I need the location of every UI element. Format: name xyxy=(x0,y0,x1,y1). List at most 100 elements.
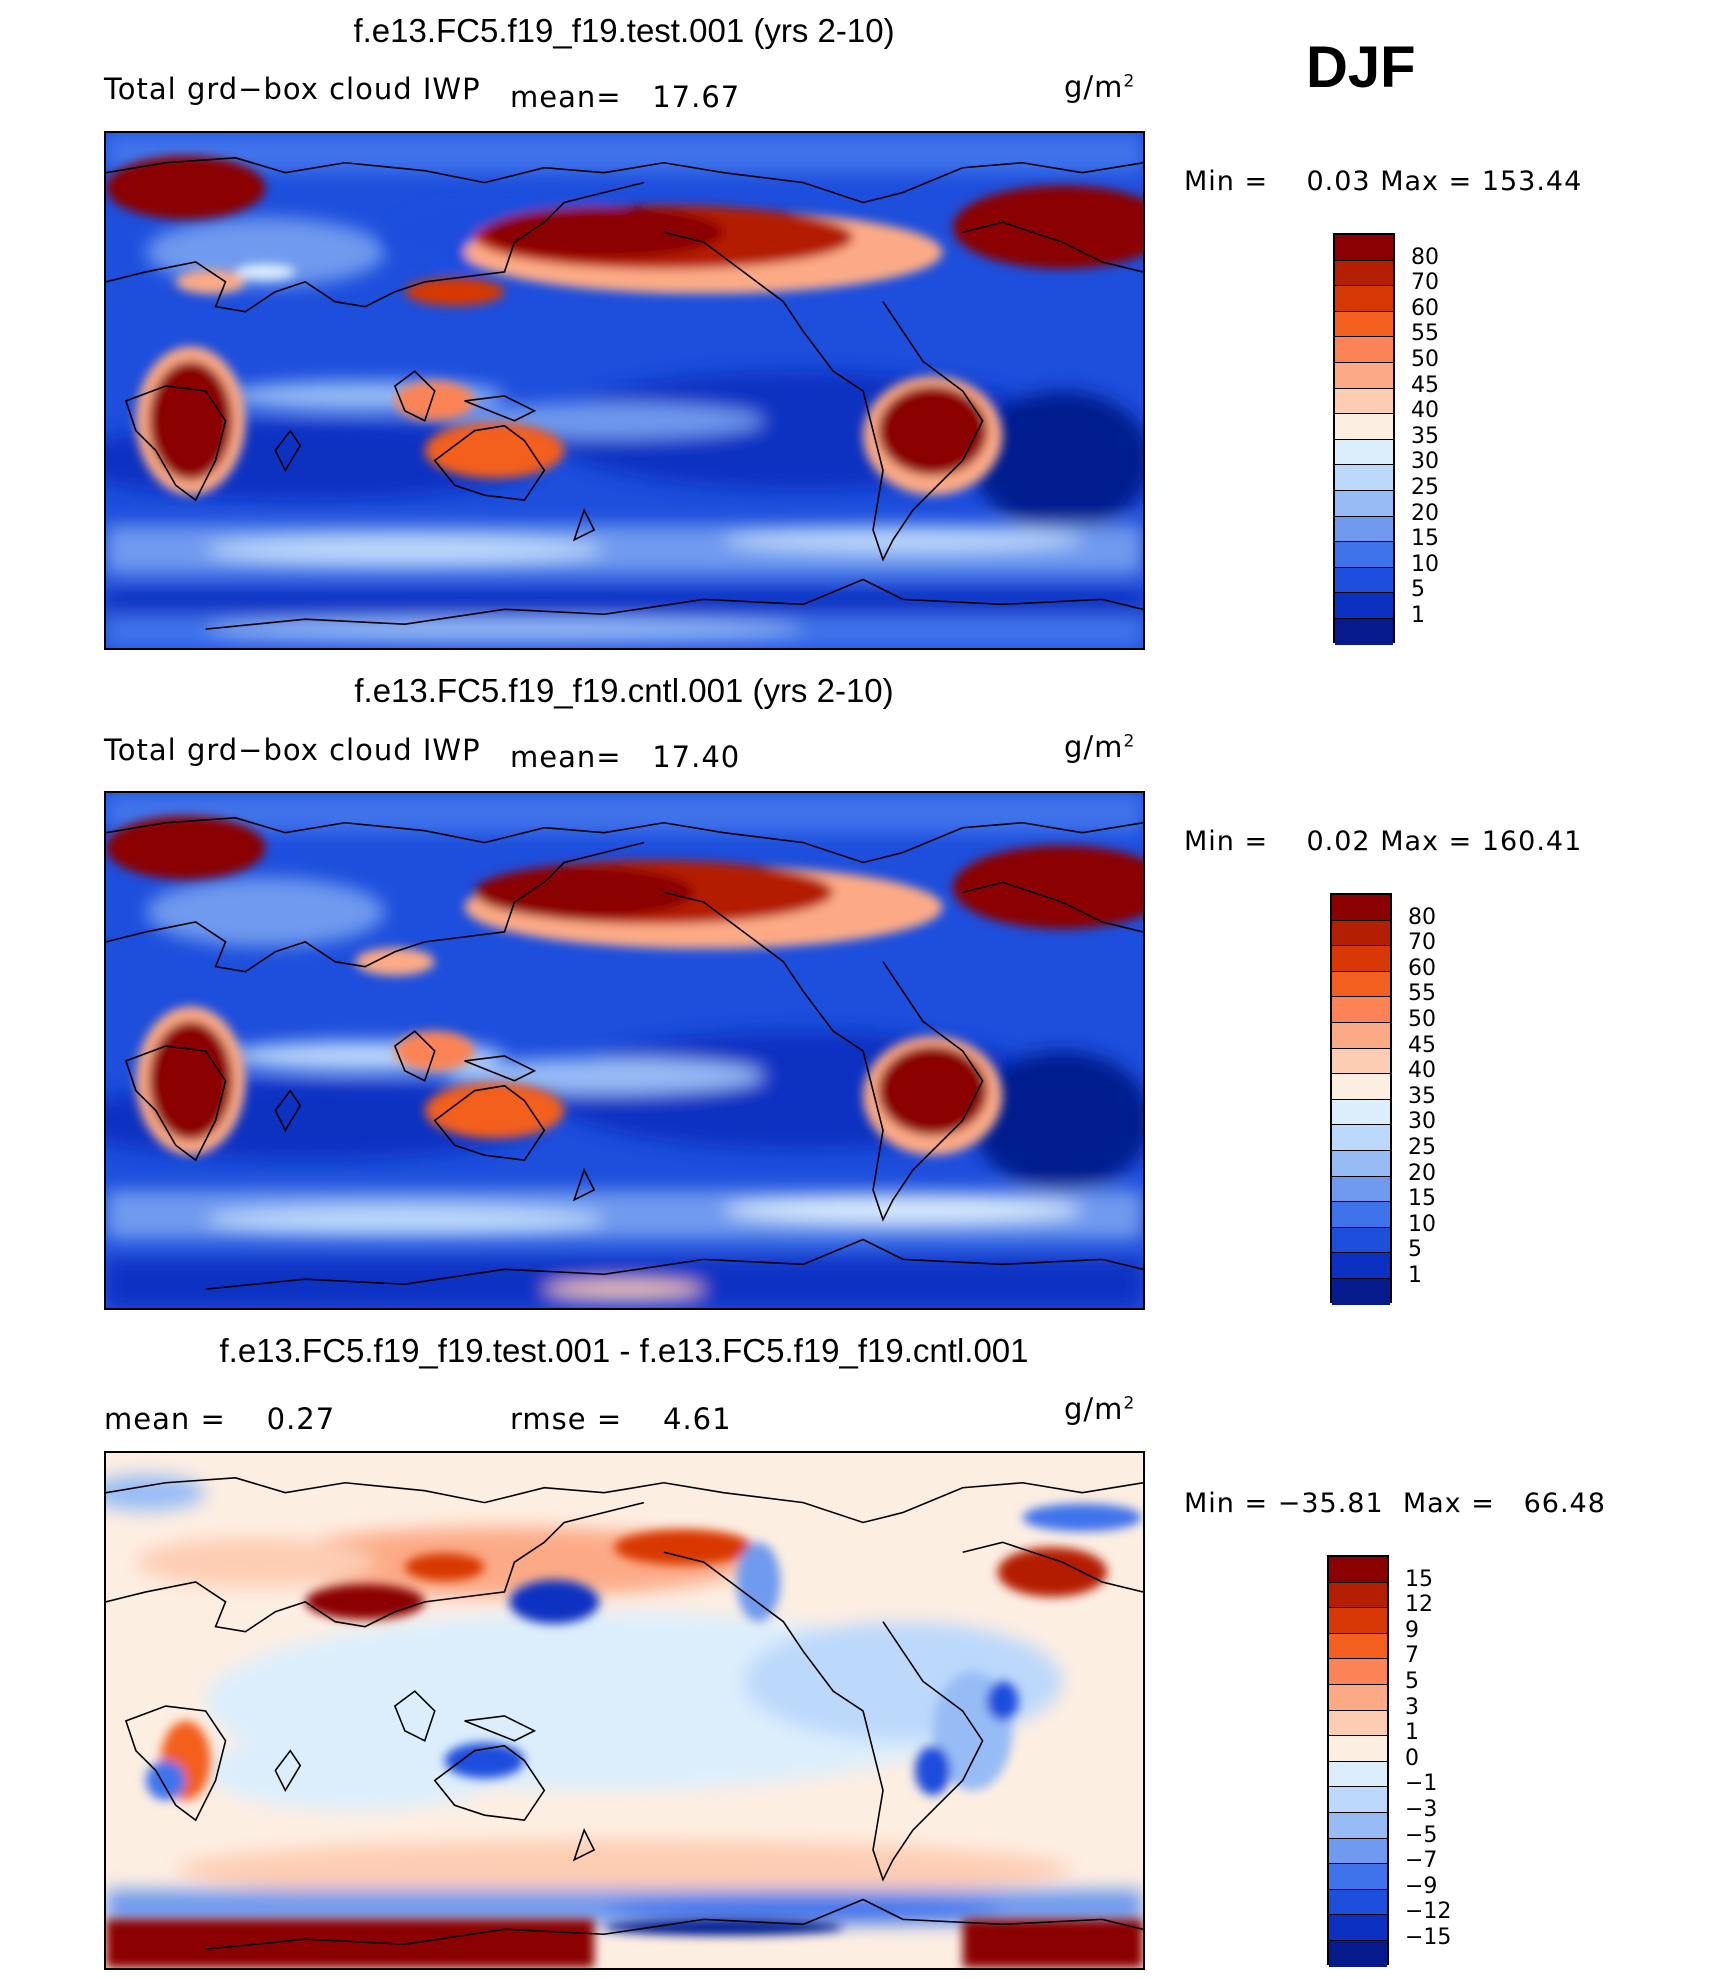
panel-1-mean-label: mean= xyxy=(510,80,622,114)
colorbar-tick-label: 45 xyxy=(1408,1032,1436,1058)
colorbar-swatch xyxy=(1332,920,1390,947)
colorbar-tick-label: 55 xyxy=(1411,321,1439,347)
colorbar-tick-label: 35 xyxy=(1408,1083,1436,1109)
colorbar-swatch xyxy=(1329,1838,1387,1865)
colorbar-swatch xyxy=(1335,414,1393,440)
panel-1-mean-value: 17.67 xyxy=(652,80,741,114)
colorbar-tick-label: 5 xyxy=(1408,1237,1422,1263)
colorbar-swatch xyxy=(1335,337,1393,363)
colorbar-swatch xyxy=(1332,1278,1390,1305)
colorbar-swatch xyxy=(1335,235,1393,261)
colorbar-swatch xyxy=(1335,490,1393,517)
colorbar-swatch xyxy=(1335,516,1393,543)
colorbar-swatch xyxy=(1335,618,1393,645)
panel-3-mean-value: 0.27 xyxy=(266,1402,336,1436)
colorbar-swatch xyxy=(1329,1684,1387,1711)
panel-2-coastlines xyxy=(106,817,1143,1290)
colorbar-tick-label: −12 xyxy=(1405,1899,1452,1925)
panel-2-mean-label: mean= xyxy=(510,740,622,774)
panel-2-title: f.e13.FC5.f19_f19.cntl.001 (yrs 2-10) xyxy=(354,672,894,709)
colorbar-tick-label: −1 xyxy=(1405,1771,1438,1797)
colorbar-tick-label: 5 xyxy=(1411,577,1425,603)
panel-2-mean: mean= 17.40 xyxy=(510,740,740,774)
colorbar-swatch xyxy=(1332,895,1390,921)
panel-3-coastlines xyxy=(106,1477,1143,1950)
colorbar-swatch xyxy=(1329,1787,1387,1813)
panel-1-min-value: 0.03 xyxy=(1306,166,1371,197)
colorbar-tick-label: 10 xyxy=(1408,1211,1436,1237)
colorbar-tick-label: 45 xyxy=(1411,372,1439,398)
panel-3-title: f.e13.FC5.f19_f19.test.001 - f.e13.FC5.f… xyxy=(219,1332,1029,1369)
colorbar-tick-label: 15 xyxy=(1411,526,1439,552)
colorbar-swatch xyxy=(1329,1582,1387,1609)
colorbar-swatch xyxy=(1335,593,1393,619)
panel-1-min-label: Min = xyxy=(1184,166,1269,197)
colorbar-swatch xyxy=(1332,1227,1390,1254)
colorbar-swatch xyxy=(1329,1710,1387,1737)
colorbar-swatch xyxy=(1329,1557,1387,1583)
panel-1-variable-label: Total grd−box cloud IWP xyxy=(104,72,481,106)
colorbar-swatch xyxy=(1329,1608,1387,1634)
colorbar-swatch xyxy=(1332,1125,1390,1151)
panel-1-minmax: Min = 0.03 Max = 153.44 xyxy=(1184,166,1582,197)
colorbar-swatch xyxy=(1335,567,1393,594)
colorbar-tick-label: 25 xyxy=(1411,475,1439,500)
colorbar-tick-label: −3 xyxy=(1405,1797,1438,1822)
colorbar-tick-label: 50 xyxy=(1408,1007,1436,1032)
panel-2-units: g/m2 xyxy=(1064,730,1136,764)
panel-1-max-value: 153.44 xyxy=(1481,166,1583,197)
colorbar-swatch xyxy=(1335,362,1393,389)
colorbar-swatch xyxy=(1329,1659,1387,1685)
colorbar-swatch xyxy=(1335,439,1393,466)
colorbar-tick-label: 15 xyxy=(1405,1566,1433,1592)
panel-3-mean: mean = 0.27 xyxy=(104,1402,335,1436)
colorbar-tick-label: −5 xyxy=(1405,1822,1438,1848)
colorbar-tick-label: 70 xyxy=(1411,270,1439,296)
colorbar-tick-label: 5 xyxy=(1405,1669,1419,1694)
colorbar-tick-label: 10 xyxy=(1411,551,1439,577)
colorbar-swatch xyxy=(1335,542,1393,568)
colorbar-swatch xyxy=(1332,1150,1390,1177)
panel-3-rmse-value: 4.61 xyxy=(663,1402,732,1436)
colorbar-tick-label: 15 xyxy=(1408,1186,1436,1212)
colorbar-tick-label: 20 xyxy=(1408,1160,1436,1186)
panel-1-contour-field xyxy=(106,133,1143,648)
colorbar-swatch xyxy=(1335,260,1393,287)
panel-2-map xyxy=(104,791,1145,1310)
panel-3-rmse-label: rmse = xyxy=(510,1402,623,1436)
panel-3-map xyxy=(104,1451,1145,1970)
panel-2-max-value: 160.41 xyxy=(1481,826,1583,857)
colorbar-tick-label: 60 xyxy=(1411,295,1439,321)
panel-1-units: g/m2 xyxy=(1064,70,1136,104)
season-label: DJF xyxy=(1306,35,1416,100)
colorbar-tick-label: 55 xyxy=(1408,981,1436,1007)
panel-3-minmax: Min = −35.81 Max = 66.48 xyxy=(1184,1488,1606,1519)
colorbar-tick-label: −7 xyxy=(1405,1848,1438,1874)
colorbar-tick-label: 50 xyxy=(1411,347,1439,372)
colorbar-tick-label: 7 xyxy=(1405,1643,1419,1669)
colorbar-swatch xyxy=(1329,1889,1387,1916)
colorbar-tick-label: 35 xyxy=(1411,423,1439,449)
colorbar-swatch xyxy=(1332,1202,1390,1228)
colorbar-swatch xyxy=(1335,465,1393,491)
colorbar-swatch xyxy=(1329,1761,1387,1788)
colorbar-tick-label: 80 xyxy=(1408,904,1436,930)
panel-1-title: f.e13.FC5.f19_f19.test.001 (yrs 2-10) xyxy=(353,12,895,49)
colorbar-tick-label: −15 xyxy=(1405,1925,1452,1950)
colorbar-swatch xyxy=(1332,997,1390,1023)
panel-1-map xyxy=(104,131,1145,650)
colorbar-tick-label: 30 xyxy=(1408,1109,1436,1135)
panel-1-coastlines xyxy=(106,157,1143,630)
colorbar-swatch xyxy=(1329,1812,1387,1839)
colorbar-swatch xyxy=(1332,1022,1390,1049)
colorbar-tick-label: 80 xyxy=(1411,244,1439,270)
colorbar-swatch xyxy=(1329,1864,1387,1890)
colorbar-box xyxy=(1333,233,1395,645)
colorbar-box xyxy=(1330,893,1392,1305)
colorbar-swatch xyxy=(1332,1176,1390,1203)
colorbar-tick-label: 3 xyxy=(1405,1694,1419,1720)
panel-2-min-label: Min = xyxy=(1184,826,1269,857)
colorbar-swatch xyxy=(1329,1915,1387,1941)
panel-2-variable-label: Total grd−box cloud IWP xyxy=(104,733,481,767)
panel-2-mean-value: 17.40 xyxy=(652,740,741,774)
